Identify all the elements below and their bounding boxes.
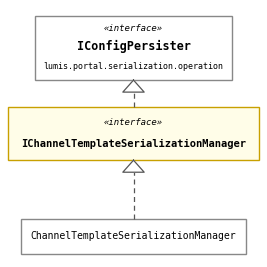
Text: IChannelTemplateSerializationManager: IChannelTemplateSerializationManager <box>21 139 246 149</box>
Polygon shape <box>123 80 144 92</box>
Polygon shape <box>123 160 144 172</box>
Text: «interface»: «interface» <box>104 118 163 127</box>
Text: lumis.portal.serialization.operation: lumis.portal.serialization.operation <box>44 61 223 70</box>
Text: ChannelTemplateSerializationManager: ChannelTemplateSerializationManager <box>31 231 236 241</box>
Bar <box>21 219 246 254</box>
Text: «interface»: «interface» <box>104 24 163 33</box>
Bar <box>8 107 259 160</box>
Text: IConfigPersister: IConfigPersister <box>77 40 190 53</box>
Bar <box>35 16 232 80</box>
